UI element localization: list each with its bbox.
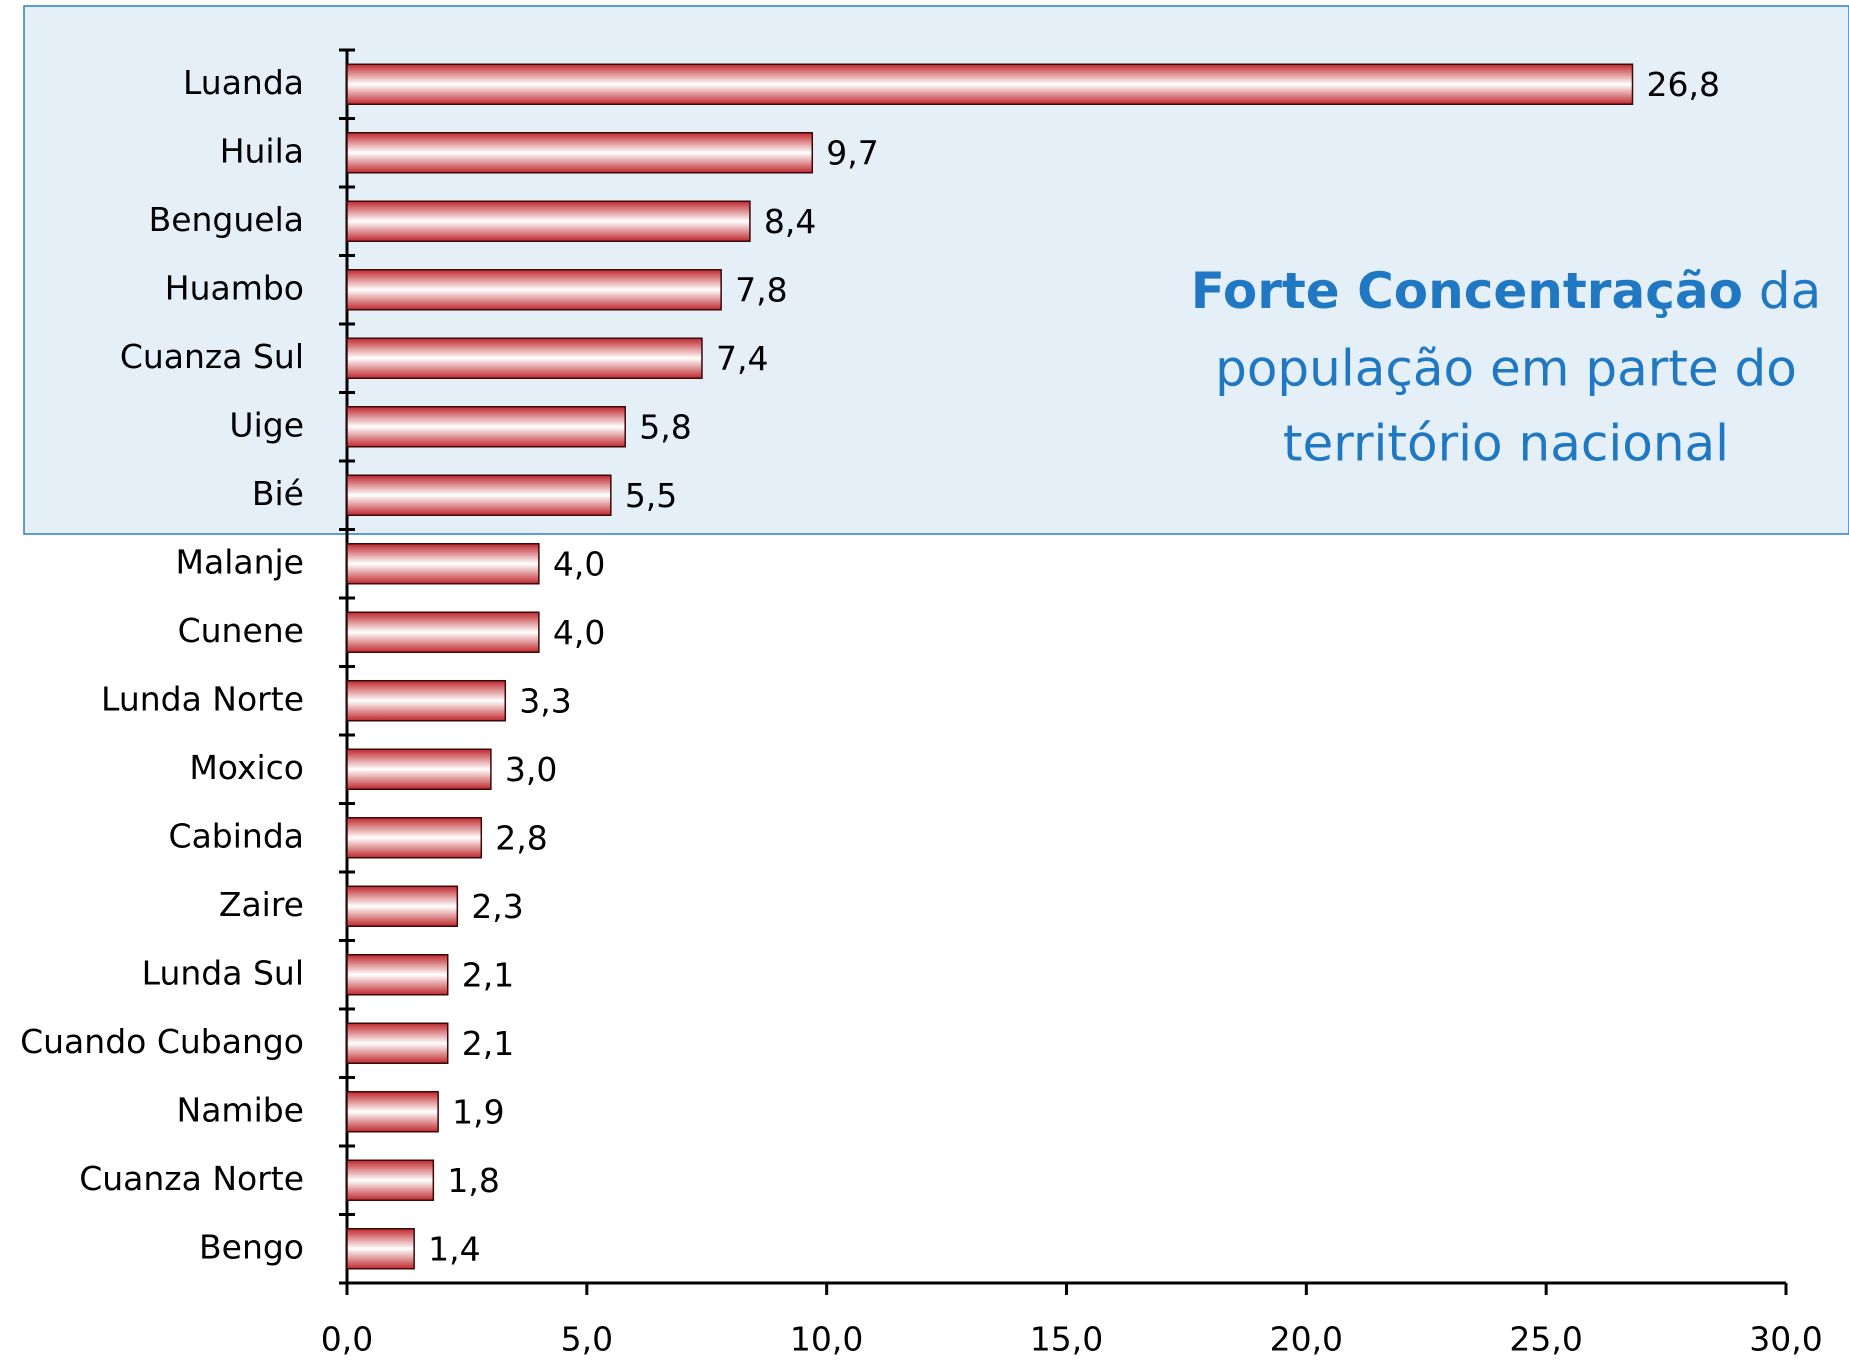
bar [346,1022,449,1064]
y-tick-label: Cuanza Norte [79,1159,304,1198]
annotation: população em parte do [1215,340,1797,398]
y-tick-label: Moxico [189,748,304,787]
value-label: 3,0 [505,750,557,789]
bar [346,1091,439,1133]
y-tick-label: Malanje [176,542,304,581]
value-label: 2,1 [462,1024,514,1063]
y-tick-label: Bengo [199,1227,304,1266]
bar [346,269,722,311]
bar [346,543,540,585]
x-tick-label: 15,0 [1030,1320,1103,1359]
x-tick-label: 20,0 [1270,1320,1343,1359]
value-label: 1,8 [447,1161,499,1200]
y-tick-label: Namibe [177,1090,304,1129]
value-label: 1,9 [452,1092,504,1131]
x-tick-label: 0,0 [321,1320,373,1359]
bar [346,200,751,242]
bar [346,1159,435,1201]
y-tick-label: Cabinda [169,816,304,855]
annotation: território nacional [1283,415,1729,473]
value-label: 3,3 [519,681,571,720]
value-label: 7,8 [735,270,787,309]
value-label: 4,0 [553,544,605,583]
y-tick-label: Benguela [149,200,304,239]
bar [346,817,483,859]
value-label: 26,8 [1647,65,1720,104]
bar [346,1228,415,1270]
x-tick-label: 25,0 [1509,1320,1582,1359]
y-tick-label: Cuando Cubango [20,1022,304,1061]
value-label: 2,3 [471,887,523,926]
y-tick-label: Lunda Sul [142,953,304,992]
y-tick-label: Luanda [183,63,304,102]
value-label: 4,0 [553,613,605,652]
y-tick-label: Huambo [165,268,304,307]
y-tick-label: Huila [220,131,304,170]
bar [346,954,449,996]
bar [346,611,540,653]
annotation-text: da [1759,262,1821,320]
value-label: 8,4 [764,202,816,241]
x-tick-label: 30,0 [1749,1320,1822,1359]
y-tick-label: Bié [252,474,304,513]
y-tick-label: Lunda Norte [101,679,304,718]
y-tick-label: Uige [229,405,304,444]
value-label: 1,4 [428,1229,480,1268]
value-label: 5,8 [639,407,691,446]
y-tick-label: Cuanza Sul [120,337,304,376]
value-label: 5,5 [625,476,677,515]
bar [346,406,626,448]
value-label: 2,1 [462,955,514,994]
bar [346,885,459,927]
x-tick-label: 5,0 [561,1320,613,1359]
bar [346,748,492,790]
bar [346,337,703,379]
bar [346,132,814,174]
y-tick-label: Zaire [219,885,304,924]
value-label: 9,7 [826,133,878,172]
y-tick-label: Cunene [178,611,304,650]
value-label: 7,4 [716,339,768,378]
annotation-bold: Forte Concentração [1191,262,1743,320]
x-tick-label: 10,0 [790,1320,863,1359]
bar [346,474,612,516]
bar [346,680,507,722]
bar [346,63,1634,105]
annotation: Forte Concentração da [1191,262,1821,320]
value-label: 2,8 [495,818,547,857]
